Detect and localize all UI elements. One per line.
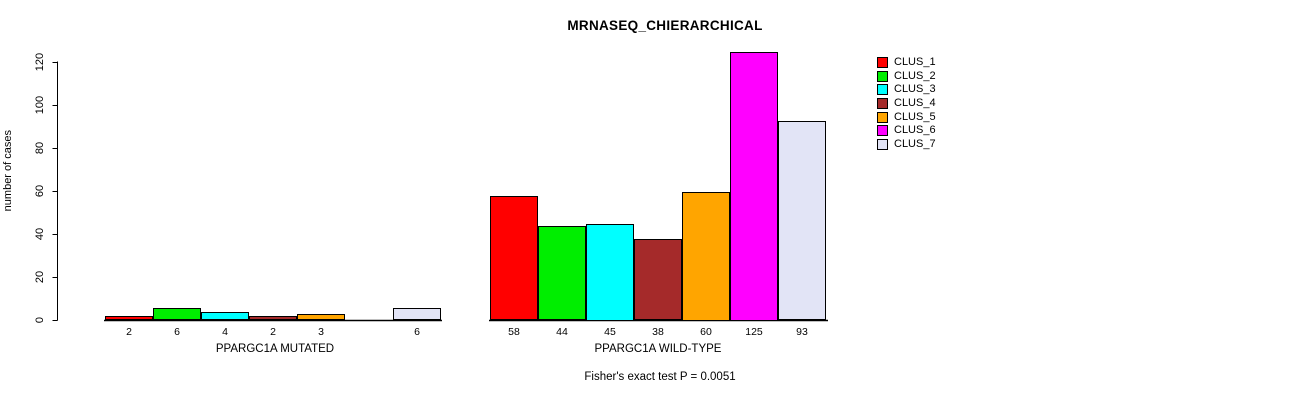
chart-title-wrapper: MRNASEQ_CHIERARCHICAL	[0, 17, 1290, 35]
group-label-wildtype: PPARGC1A WILD-TYPE	[594, 343, 722, 355]
legend-swatch-clus-1-icon	[877, 57, 888, 69]
legend-item-clus-6[interactable]: CLUS_6	[877, 124, 936, 138]
bar-mutated-clus-3[interactable]	[201, 311, 249, 321]
bar-wildtype-clus-2[interactable]	[538, 225, 586, 321]
legend-label-clus-4: CLUS_4	[894, 97, 936, 110]
bar-value-wildtype-clus-3: 45	[604, 326, 616, 338]
y-tick-label-40: 40	[34, 227, 46, 241]
bar-mutated-clus-2[interactable]	[153, 307, 201, 321]
bar-wildtype-clus-1[interactable]	[490, 195, 538, 321]
y-tick-label-20: 20	[34, 270, 46, 284]
bar-mutated-clus-1[interactable]	[105, 316, 153, 321]
bar-value-mutated-clus-3: 4	[222, 326, 228, 338]
bar-value-mutated-clus-7: 6	[414, 326, 420, 338]
legend-swatch-clus-4-icon	[877, 98, 888, 110]
bar-wildtype-clus-5[interactable]	[682, 191, 730, 321]
y-tick-label-100: 100	[34, 95, 46, 115]
legend-swatch-clus-2-icon	[877, 70, 888, 82]
bar-wildtype-clus-6[interactable]	[730, 51, 778, 321]
bar-wildtype-clus-7[interactable]	[778, 120, 826, 321]
bar-value-wildtype-clus-4: 38	[652, 326, 664, 338]
y-tick-label-0: 0	[34, 316, 46, 324]
legend-swatch-clus-3-icon	[877, 84, 888, 96]
bar-value-mutated-clus-1: 2	[126, 326, 132, 338]
legend-swatch-clus-6-icon	[877, 125, 888, 137]
y-tick-label-120: 120	[34, 52, 46, 72]
chart-title: MRNASEQ_CHIERARCHICAL	[567, 18, 763, 33]
legend: CLUS_1 CLUS_2 CLUS_3 CLUS_4 CLUS_5 CLUS_…	[877, 56, 936, 151]
bar-value-mutated-clus-4: 2	[270, 326, 276, 338]
legend-label-clus-3: CLUS_3	[894, 83, 936, 96]
legend-item-clus-4[interactable]: CLUS_4	[877, 97, 936, 111]
statistical-test-note: Fisher's exact test P = 0.0051	[584, 371, 736, 383]
legend-swatch-clus-7-icon	[877, 138, 888, 150]
legend-item-clus-1[interactable]: CLUS_1	[877, 56, 936, 70]
y-tick-label-60: 60	[34, 184, 46, 198]
bar-mutated-clus-7[interactable]	[393, 307, 441, 321]
bar-mutated-clus-5[interactable]	[297, 314, 345, 321]
bar-value-wildtype-clus-1: 58	[508, 326, 520, 338]
legend-label-clus-6: CLUS_6	[894, 124, 936, 137]
bar-value-wildtype-clus-6: 125	[745, 326, 763, 338]
legend-label-clus-1: CLUS_1	[894, 56, 936, 69]
y-axis-label: number of cases	[2, 130, 14, 212]
bar-value-mutated-clus-2: 6	[174, 326, 180, 338]
legend-item-clus-7[interactable]: CLUS_7	[877, 138, 936, 152]
bar-wildtype-clus-4[interactable]	[634, 238, 682, 321]
legend-item-clus-3[interactable]: CLUS_3	[877, 83, 936, 97]
legend-swatch-clus-5-icon	[877, 111, 888, 123]
bar-value-wildtype-clus-7: 93	[796, 326, 808, 338]
bar-value-wildtype-clus-5: 60	[700, 326, 712, 338]
legend-item-clus-2[interactable]: CLUS_2	[877, 70, 936, 84]
legend-label-clus-2: CLUS_2	[894, 69, 936, 82]
group-label-mutated: PPARGC1A MUTATED	[215, 343, 335, 355]
legend-item-clus-5[interactable]: CLUS_5	[877, 110, 936, 124]
bar-value-mutated-clus-5: 3	[318, 326, 324, 338]
legend-label-clus-7: CLUS_7	[894, 137, 936, 150]
bar-wildtype-clus-3[interactable]	[586, 223, 634, 321]
legend-label-clus-5: CLUS_5	[894, 110, 936, 123]
bar-mutated-clus-4[interactable]	[249, 316, 297, 321]
y-tick-label-80: 80	[34, 141, 46, 155]
bar-value-wildtype-clus-2: 44	[556, 326, 568, 338]
